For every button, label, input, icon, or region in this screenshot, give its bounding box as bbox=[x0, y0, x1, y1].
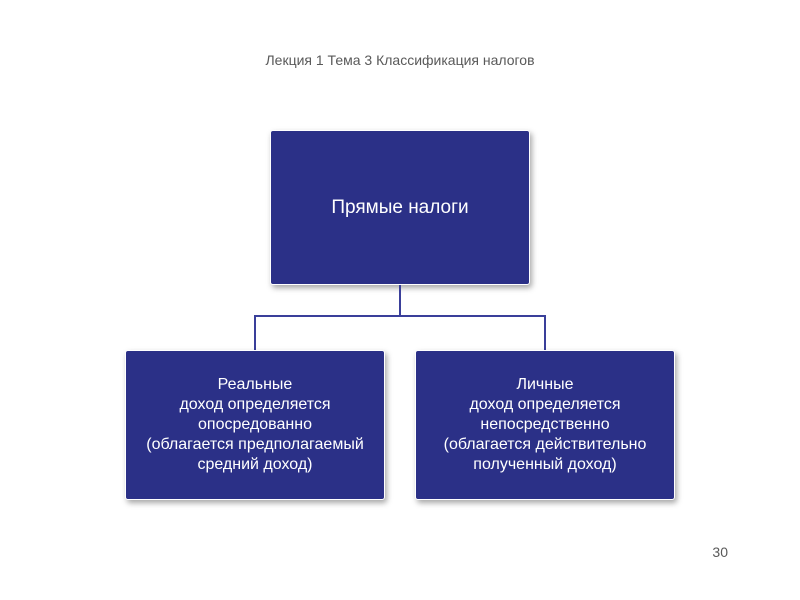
connector-right-down bbox=[544, 315, 546, 350]
connector-left-down bbox=[254, 315, 256, 350]
child-node-real: Реальные доход определяется опосредованн… bbox=[125, 350, 385, 500]
connector-root-down bbox=[399, 285, 401, 315]
page-number: 30 bbox=[712, 544, 728, 560]
root-node: Прямые налоги bbox=[270, 130, 530, 285]
child-node-personal: Личные доход определяется непосредственн… bbox=[415, 350, 675, 500]
connector-horizontal bbox=[254, 315, 546, 317]
page-title: Лекция 1 Тема 3 Классификация налогов bbox=[0, 0, 800, 68]
